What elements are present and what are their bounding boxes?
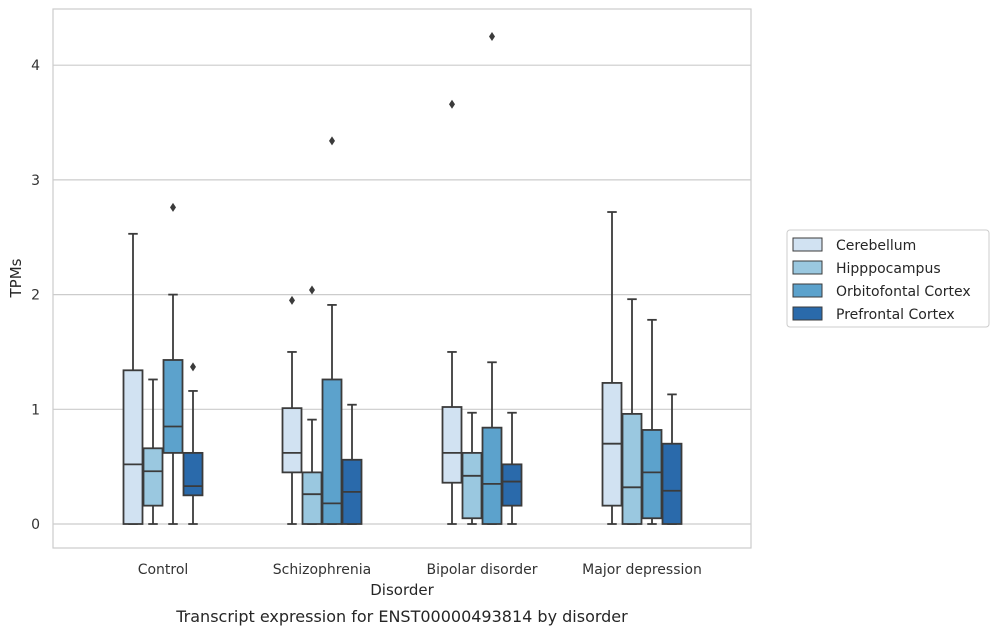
box-1-2 [321, 136, 343, 525]
legend-label-3: Prefrontal Cortex [836, 307, 955, 323]
box-0-3 [182, 362, 204, 525]
box-body [461, 451, 483, 520]
box-1-0 [281, 295, 303, 525]
plot-frame [52, 8, 752, 549]
legend-label-0: Cerebellum [836, 238, 916, 254]
x-tick-label-1: Schizophrenia [273, 562, 371, 578]
y-tick-label-3: 3 [31, 173, 40, 189]
box-body [661, 442, 683, 525]
box-0-1 [142, 378, 164, 525]
box-body [122, 369, 144, 525]
box-body [162, 359, 184, 454]
box-3-2 [641, 318, 663, 525]
legend-label-2: Orbitofontal Cortex [836, 284, 971, 300]
y-tick-label-2: 2 [31, 288, 40, 304]
chart-caption: Transcript expression for ENST0000049381… [175, 607, 628, 626]
box-3-1 [621, 298, 643, 525]
box-1-3 [341, 403, 363, 525]
outlier-0 [329, 136, 335, 146]
box-2-1 [461, 411, 483, 525]
box-body [641, 429, 663, 520]
box-body [501, 463, 523, 507]
box-1-1 [301, 285, 323, 525]
box-3-3 [661, 393, 683, 525]
legend-swatch-3 [792, 306, 823, 321]
box-0-0 [122, 232, 144, 525]
legend-swatch-0 [792, 237, 823, 252]
x-axis-ticks: Control Schizophrenia Bipolar disorder Majo… [138, 562, 702, 578]
legend-frame [786, 229, 990, 328]
box-3-0 [601, 211, 623, 525]
outlier-0 [309, 285, 315, 295]
outlier-0 [170, 202, 176, 212]
y-tick-label-4: 4 [31, 58, 40, 74]
box-body [321, 378, 343, 525]
y-axis-ticks: 0 1 2 3 4 [31, 58, 40, 533]
box-groups [122, 32, 683, 525]
box-2-0 [441, 99, 463, 525]
legend: Cerebellum Hipppocampus Orbitofontal Corte… [786, 229, 990, 328]
box-body [301, 471, 323, 525]
box-2-2 [481, 32, 503, 525]
box-body [621, 412, 643, 525]
outlier-0 [449, 99, 455, 109]
box-body [441, 406, 463, 484]
box-0-2 [162, 202, 184, 525]
outlier-0 [190, 362, 196, 372]
box-2-3 [501, 411, 523, 525]
box-body [182, 451, 204, 497]
box-body [142, 447, 164, 507]
box-body [481, 426, 503, 525]
x-tick-label-3: Major depression [582, 562, 702, 578]
x-tick-label-0: Control [138, 562, 189, 578]
x-tick-label-2: Bipolar disorder [426, 562, 537, 578]
y-tick-label-0: 0 [31, 517, 40, 533]
legend-swatch-2 [792, 283, 823, 298]
outlier-0 [489, 32, 495, 42]
box-body [281, 407, 303, 474]
outlier-0 [289, 295, 295, 305]
legend-swatch-1 [792, 260, 823, 275]
legend-label-1: Hipppocampus [836, 261, 941, 277]
y-axis-title: TPMs [7, 258, 25, 298]
x-axis-title: Disorder [370, 581, 434, 599]
y-tick-label-1: 1 [31, 402, 40, 418]
